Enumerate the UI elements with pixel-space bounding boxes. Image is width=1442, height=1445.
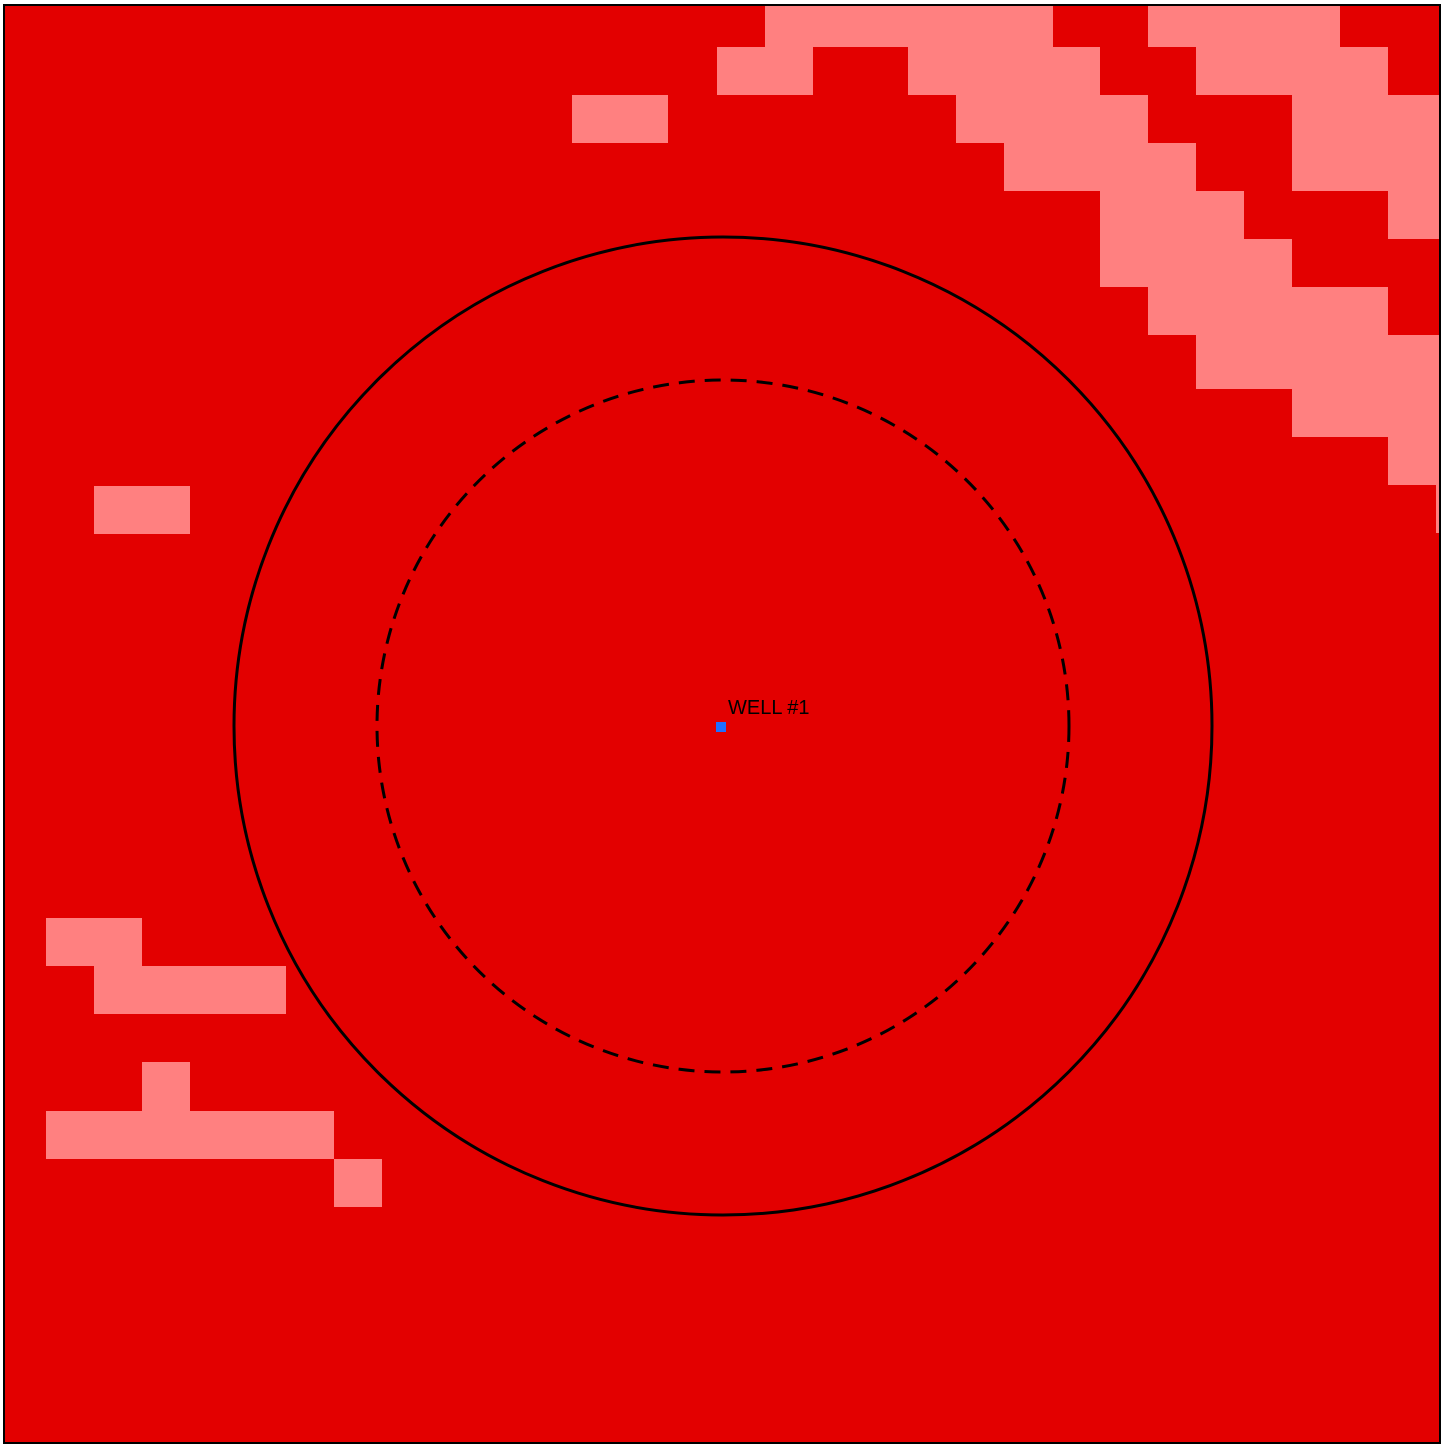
highlight-cell (1292, 143, 1440, 191)
highlight-cell (908, 47, 1100, 95)
highlight-cell (1196, 335, 1440, 389)
highlight-cell (717, 47, 813, 95)
well-label: WELL #1 (728, 697, 810, 719)
highlight-cell (956, 95, 1148, 143)
highlight-cell (94, 486, 190, 534)
map-border (3, 4, 1441, 1444)
highlight-cell (1100, 191, 1244, 239)
well-marker-icon[interactable] (716, 722, 726, 732)
highlight-cells (46, 5, 1440, 1207)
highlight-cell (1196, 47, 1388, 95)
highlight-cell (765, 5, 1053, 47)
highlight-cell (1100, 239, 1292, 287)
highlight-cell (1292, 95, 1440, 143)
highlight-cell (46, 1111, 334, 1159)
highlight-cell (142, 1062, 190, 1111)
highlight-cell (1148, 287, 1388, 335)
outer-ring (232, 235, 1214, 1217)
highlight-cell (46, 918, 142, 966)
highlight-cell (1388, 191, 1440, 239)
highlight-cell (334, 1159, 382, 1207)
highlight-cell (1004, 143, 1196, 191)
highlight-cell (1388, 437, 1440, 485)
highlight-cell (1292, 389, 1440, 437)
highlight-cell (572, 95, 668, 143)
inner-ring (375, 378, 1071, 1074)
highlight-cell (1148, 5, 1340, 47)
highlight-cell (94, 966, 286, 1014)
highlight-cell (1436, 485, 1440, 533)
